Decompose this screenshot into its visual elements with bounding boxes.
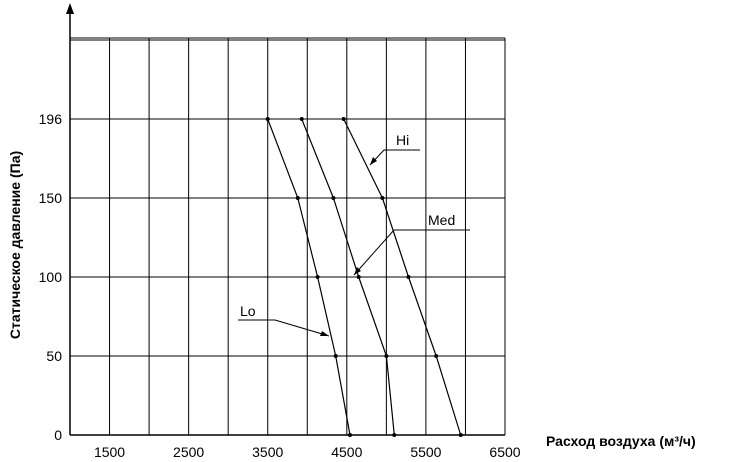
x-tick-label: 4500 [331,444,362,460]
x-axis-title: Расход воздуха (м³/ч) [546,433,696,449]
y-axis-arrow [66,3,74,14]
data-point-med [384,354,389,358]
y-tick-label: 100 [39,269,63,285]
tick-labels: 1500 2500 3500 4500 5500 6500 0 50 100 150 196 [39,111,521,460]
x-tick-label: 3500 [252,444,283,460]
series-label-lo: Lo [240,303,256,319]
data-point-hi [341,117,346,121]
lo-leader-arrow [320,331,329,336]
med-leader-arrow [354,267,361,275]
hi-leader-arrow [370,157,377,165]
data-point-hi [380,196,385,200]
data-point-hi [406,275,411,279]
y-tick-label: 196 [39,111,63,127]
grid [70,37,506,435]
data-point-hi [434,354,439,358]
curve-labels: Hi Med Lo [238,132,470,337]
data-point-lo [265,117,270,121]
data-point-lo [333,354,338,358]
data-point-hi [458,433,463,437]
y-axis-title: Статическое давление (Па) [7,151,23,339]
y-tick-label: 50 [46,348,62,364]
data-point-med [356,275,361,279]
lo-leader-line [274,319,330,337]
y-tick-label: 150 [39,190,63,206]
series-label-hi: Hi [396,132,409,148]
y-tick-label: 0 [54,427,62,443]
data-point-lo [347,433,352,437]
data-point-lo [295,196,300,200]
med-leader-line [353,229,395,276]
data-point-lo [315,275,320,279]
x-tick-label: 6500 [489,444,520,460]
x-tick-label: 2500 [173,444,204,460]
curves [265,117,463,437]
data-point-med [392,433,397,437]
data-point-med [299,117,304,121]
axes [66,3,505,436]
x-tick-label: 1500 [94,444,125,460]
x-tick-label: 5500 [410,444,441,460]
series-label-med: Med [428,212,455,228]
data-point-med [331,196,336,200]
